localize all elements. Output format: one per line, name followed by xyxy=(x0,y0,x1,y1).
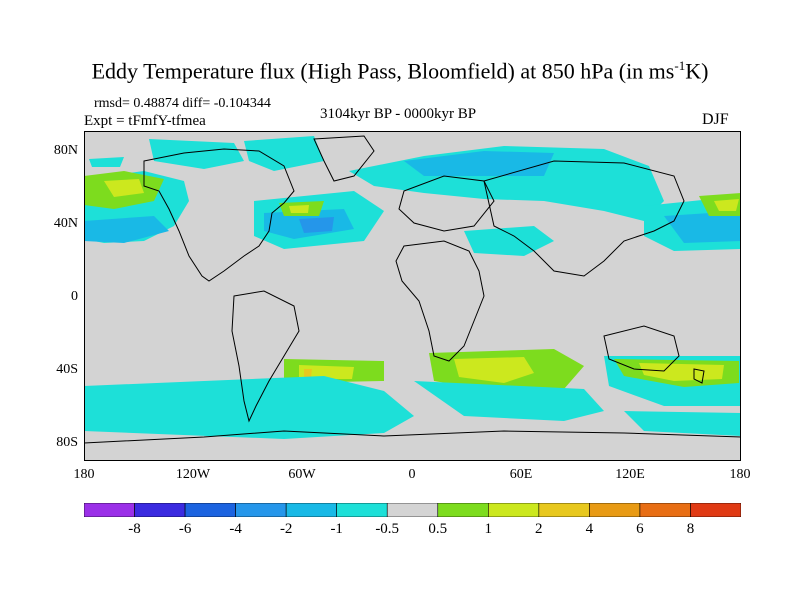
colorbar-label: 1 xyxy=(484,521,493,537)
colorbar-label: -8 xyxy=(128,521,141,537)
colorbar-label: -4 xyxy=(229,521,242,537)
lon-tick-120w: 120W xyxy=(175,467,211,482)
experiment-label: Expt = tFmfY-tfmea xyxy=(84,113,206,129)
colorbar-swatch xyxy=(84,503,135,517)
colorbar-swatch xyxy=(437,503,489,517)
lat-tick-0: 0 xyxy=(71,289,78,304)
colorbar-swatch xyxy=(386,503,439,517)
coastlines xyxy=(84,135,741,444)
colorbar-swatch xyxy=(488,503,540,517)
colorbar xyxy=(84,503,741,517)
colorbar-label: 0.5 xyxy=(428,521,448,537)
colorbar-label: -1 xyxy=(330,521,343,537)
flux-contours xyxy=(84,136,741,439)
lon-tick-180e: 180 xyxy=(729,467,751,482)
colorbar-label: -6 xyxy=(178,521,192,537)
lat-tick-80n: 80N xyxy=(53,143,78,158)
colorbar-label: 8 xyxy=(686,521,695,537)
colorbar-label: -2 xyxy=(279,521,293,537)
colorbar-swatch xyxy=(285,503,337,517)
period-label: 3104kyr BP - 0000kyr BP xyxy=(320,106,477,122)
colorbar-swatch xyxy=(538,503,590,517)
lon-tick-60w: 60W xyxy=(288,467,316,482)
lon-tick-0: 0 xyxy=(408,467,416,482)
colorbar-swatch xyxy=(639,503,691,517)
lat-tick-40n: 40N xyxy=(53,216,78,231)
colorbar-swatch xyxy=(134,503,186,517)
map-frame xyxy=(84,131,741,461)
lon-tick-120e: 120E xyxy=(615,467,645,482)
colorbar-swatch xyxy=(184,503,236,517)
lon-tick-60e: 60E xyxy=(509,467,533,482)
colorbar-label: 4 xyxy=(585,521,594,537)
lat-tick-40s: 40S xyxy=(56,362,78,377)
colorbar-label: 2 xyxy=(535,521,543,537)
colorbar-swatch xyxy=(690,503,741,517)
lat-tick-80s: 80S xyxy=(56,435,78,450)
colorbar-label: 6 xyxy=(636,521,644,537)
lon-tick-180w: 180 xyxy=(73,467,95,482)
colorbar-swatch xyxy=(336,503,388,517)
season-label: DJF xyxy=(702,111,729,128)
colorbar-label: -0.5 xyxy=(375,521,400,537)
colorbar-swatch xyxy=(589,503,641,517)
world-map xyxy=(84,131,741,461)
plot-title: Eddy Temperature flux (High Pass, Bloomf… xyxy=(91,58,709,84)
colorbar-swatch xyxy=(235,503,287,517)
stats-label: rmsd= 0.48874 diff= -0.104344 xyxy=(94,96,271,111)
